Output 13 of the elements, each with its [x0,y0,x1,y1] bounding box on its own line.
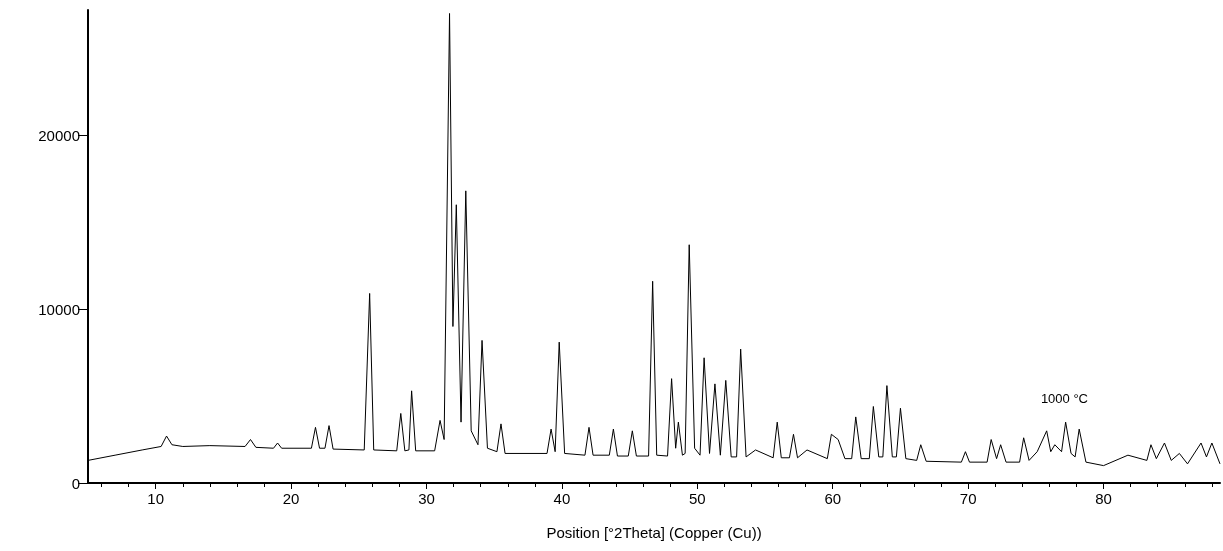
annotation: 1000 °C [1040,391,1089,406]
x-tick-label: 30 [418,490,435,507]
x-tick-label: 80 [1095,490,1112,507]
x-axis-title: Position [°2Theta] (Copper (Cu)) [546,524,762,541]
y-tick-label: 10000 [38,300,80,318]
x-tick-label: 40 [553,490,571,507]
x-tick-label: 50 [688,490,706,507]
y-tick-label: 0 [71,474,80,492]
y-tick-label: 20000 [38,126,80,144]
x-tick-label: 70 [959,490,977,507]
x-tick-label: 60 [824,490,842,507]
x-tick-label: 10 [147,490,165,507]
x-tick-label: 20 [282,490,300,507]
